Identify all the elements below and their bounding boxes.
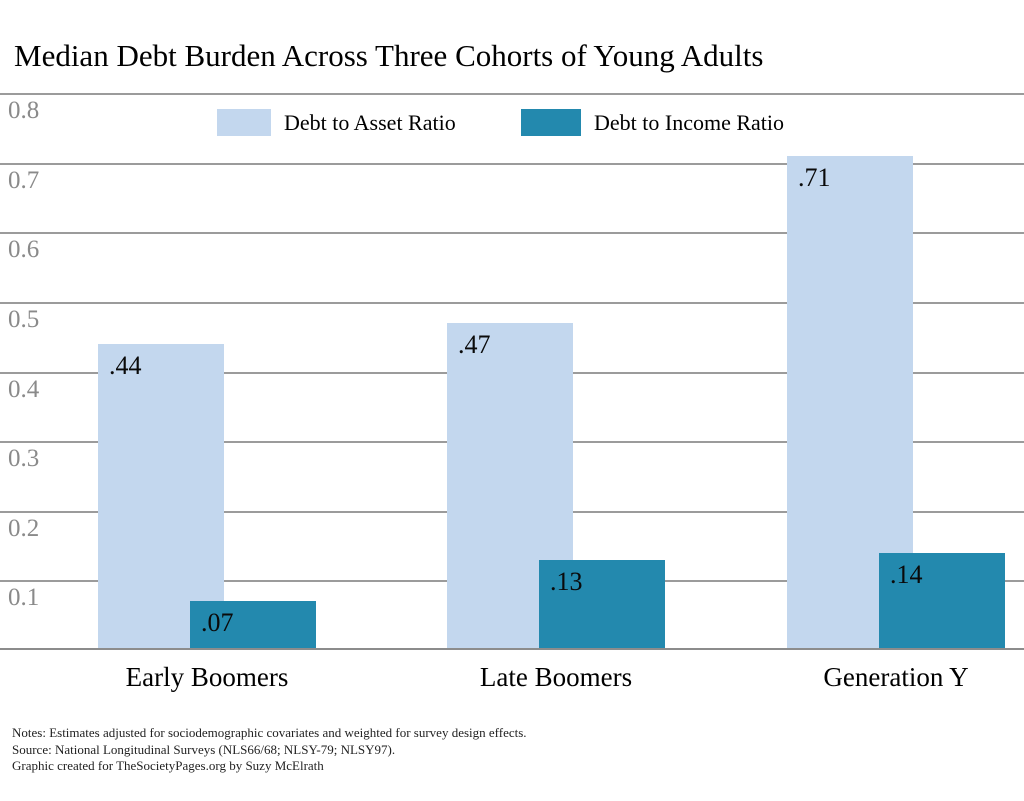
bar-value-label: .47 xyxy=(458,330,491,359)
y-tick-label: 0.8 xyxy=(8,97,40,124)
bar-value-label: .13 xyxy=(550,567,583,596)
y-tick-label: 0.6 xyxy=(8,236,40,263)
bar-value-label: .71 xyxy=(798,163,831,192)
notes: Notes: Estimates adjusted for sociodemog… xyxy=(12,725,527,775)
category-label: Generation Y xyxy=(823,662,969,692)
bar-debt-to-income xyxy=(190,601,316,650)
category-label: Late Boomers xyxy=(479,662,633,692)
y-tick-label: 0.5 xyxy=(8,306,40,333)
bar-debt-to-income xyxy=(539,560,665,650)
gridline xyxy=(0,93,1024,95)
bar-value-label: .07 xyxy=(201,608,234,637)
legend-item-debt-to-asset: Debt to Asset Ratio xyxy=(217,109,456,136)
y-tick-label: 0.7 xyxy=(8,167,40,194)
notes-line-credit: Graphic created for TheSocietyPages.org … xyxy=(12,758,324,773)
legend-label-debt-to-asset: Debt to Asset Ratio xyxy=(284,109,456,135)
chart-title: Median Debt Burden Across Three Cohorts … xyxy=(14,38,764,73)
y-tick-label: 0.1 xyxy=(8,584,40,611)
notes-line-notes: Notes: Estimates adjusted for sociodemog… xyxy=(12,725,527,740)
legend-swatch-debt-to-asset xyxy=(217,109,271,136)
y-tick-label: 0.3 xyxy=(8,445,40,472)
y-tick-label: 0.2 xyxy=(8,515,40,542)
legend-item-debt-to-income: Debt to Income Ratio xyxy=(521,109,784,136)
bar-debt-to-income xyxy=(879,553,1005,650)
bar-debt-to-asset xyxy=(98,344,224,650)
y-tick-label: 0.4 xyxy=(8,376,40,403)
notes-line-source: Source: National Longitudinal Surveys (N… xyxy=(12,741,396,757)
bar-value-label: .44 xyxy=(109,351,142,380)
legend-swatch-debt-to-income xyxy=(521,109,581,136)
gridline xyxy=(0,302,1024,304)
gridline xyxy=(0,163,1024,165)
bar-value-label: .14 xyxy=(890,560,923,589)
legend-label-debt-to-income: Debt to Income Ratio xyxy=(594,109,785,135)
gridline xyxy=(0,232,1024,234)
category-label: Early Boomers xyxy=(125,662,289,692)
x-axis-line xyxy=(0,648,1024,650)
